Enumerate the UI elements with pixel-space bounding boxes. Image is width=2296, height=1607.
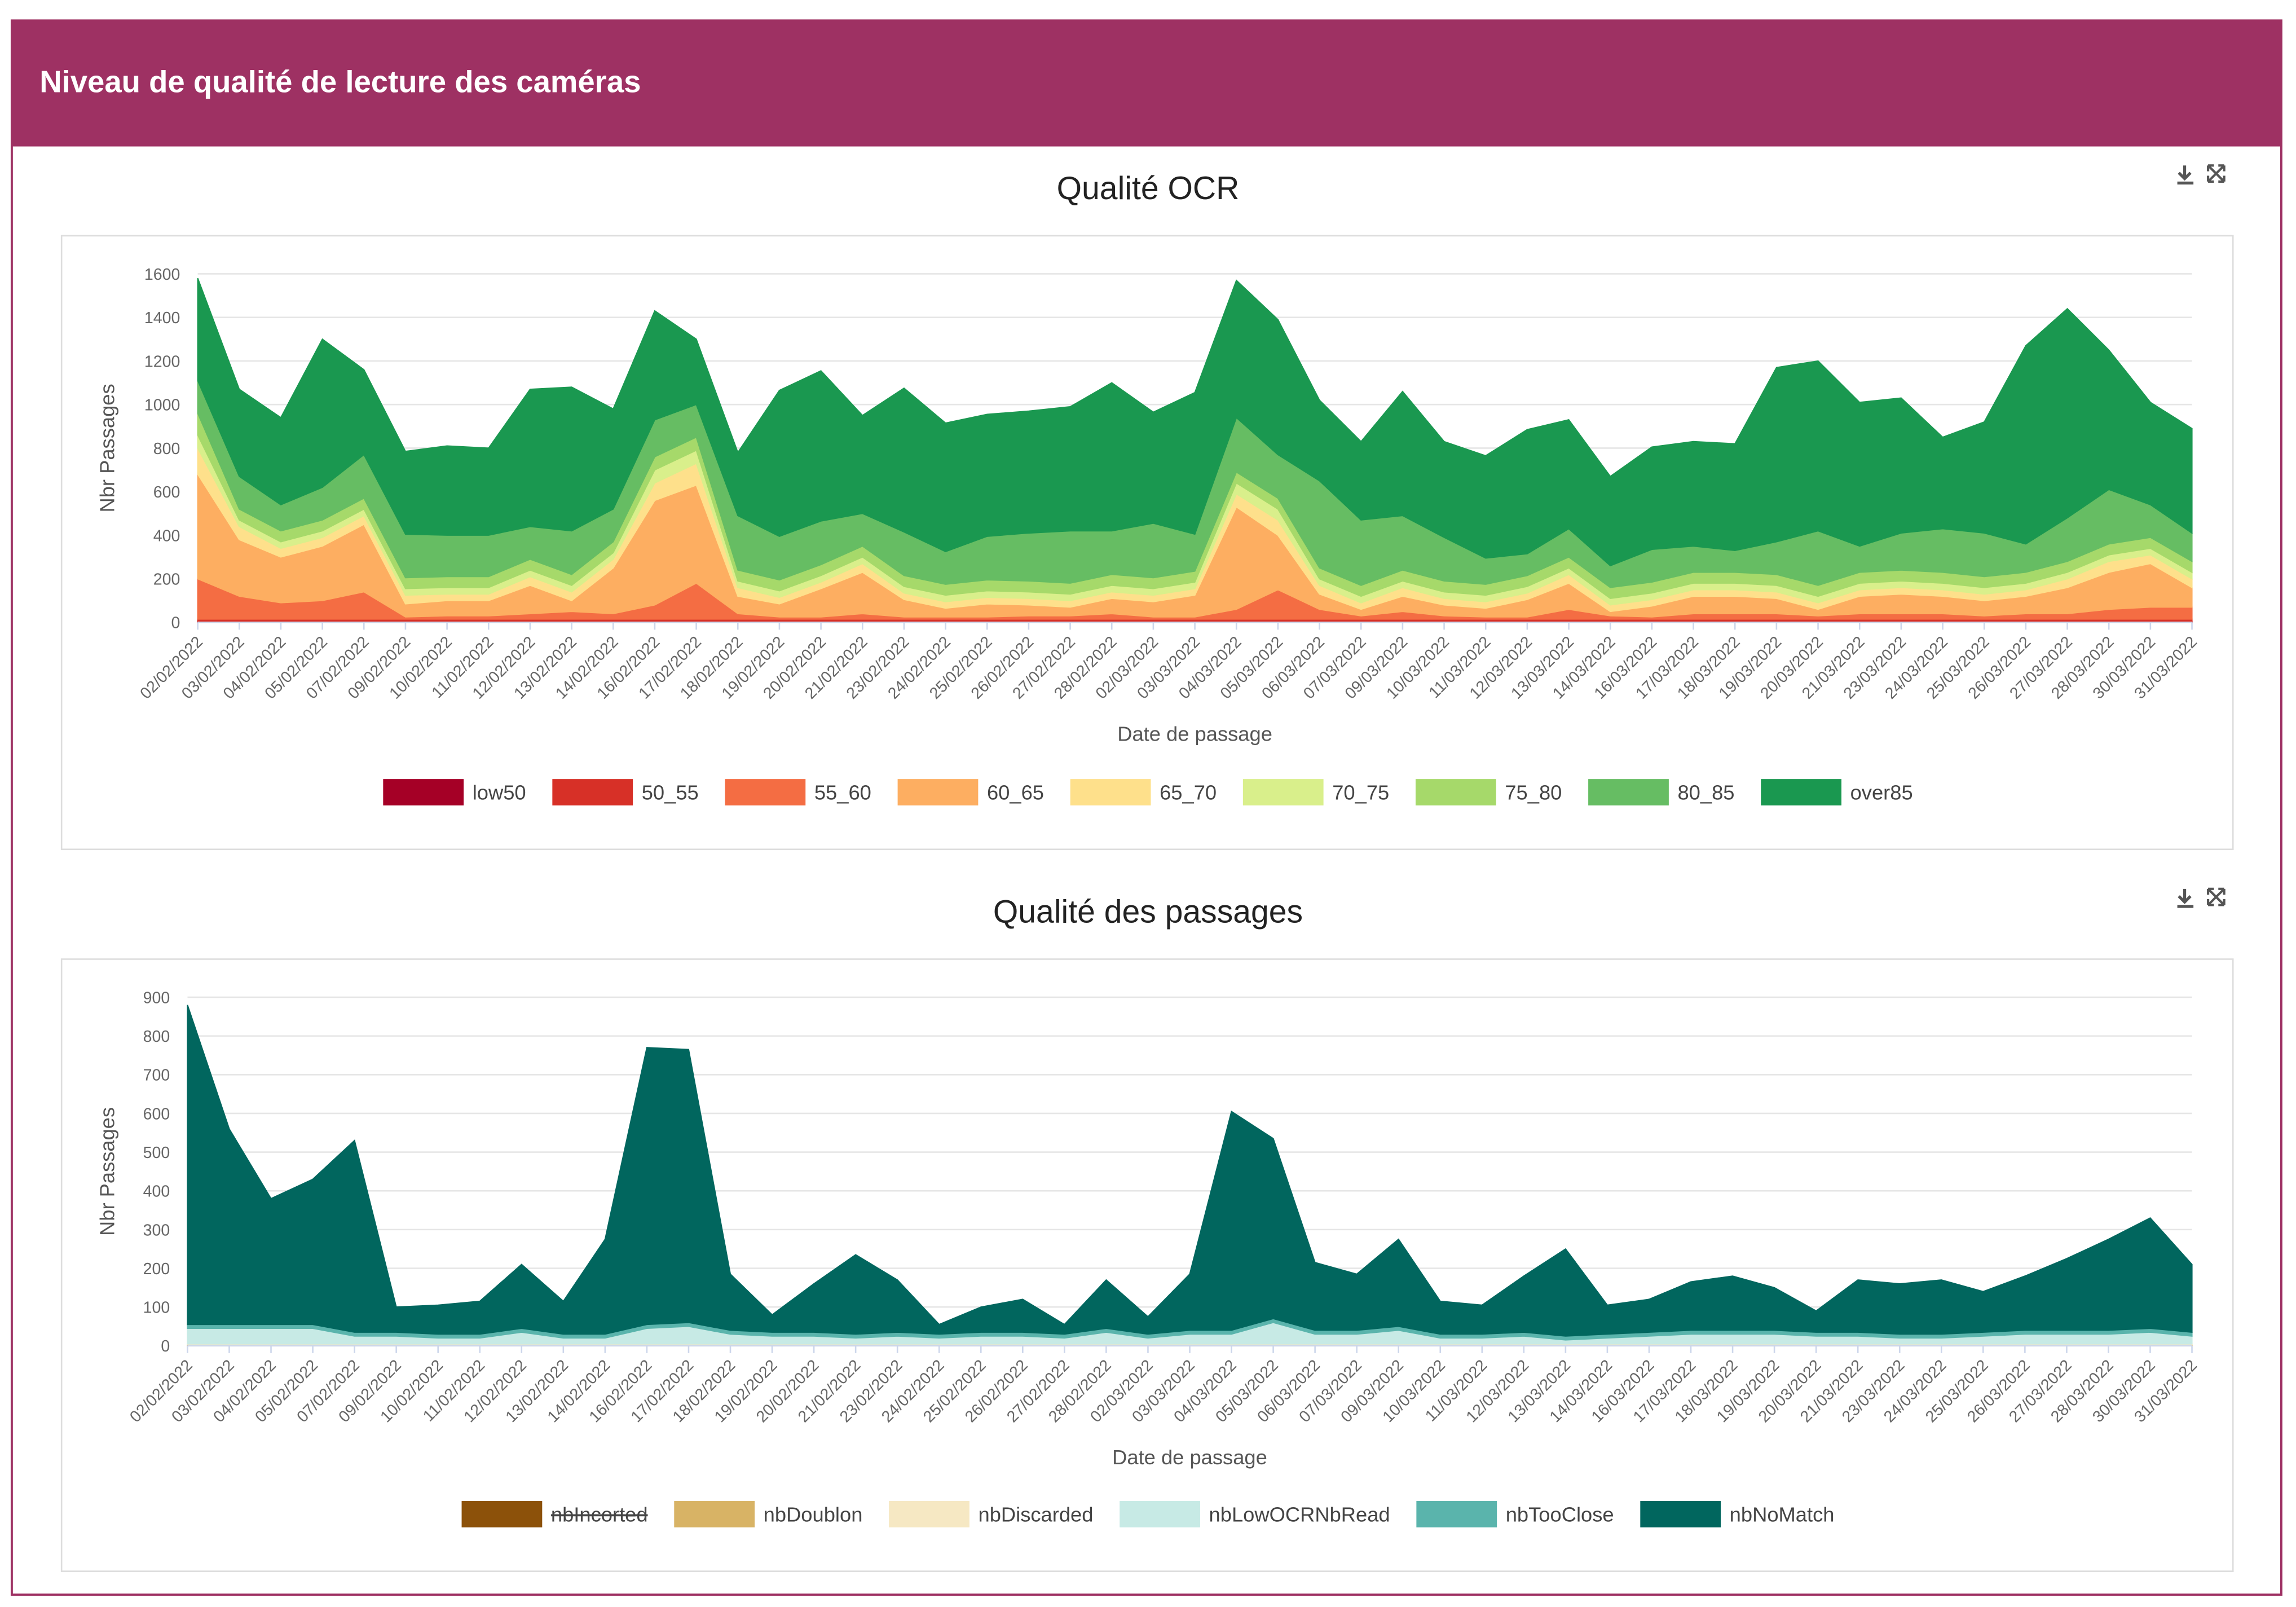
y-tick-label: 1000	[144, 397, 180, 415]
y-tick-label: 400	[153, 527, 180, 545]
legend-swatch	[552, 779, 633, 805]
legend-swatch	[1761, 779, 1842, 805]
download-icon[interactable]	[2177, 888, 2194, 908]
legend-item[interactable]: nbTooClose	[1416, 1501, 1614, 1527]
legend-swatch	[897, 779, 979, 805]
legend-swatch	[1242, 779, 1324, 805]
y-tick-label: 600	[153, 483, 180, 501]
fullscreen-icon[interactable]	[2207, 164, 2226, 183]
legend-item[interactable]: nbDoublon	[674, 1501, 862, 1527]
legend-item[interactable]: 55_60	[725, 779, 871, 805]
legend-label: nbLowOCRNbRead	[1209, 1503, 1390, 1526]
legend-label: 60_65	[987, 781, 1044, 804]
legend-label: low50	[473, 781, 526, 804]
legend-item[interactable]: 60_65	[897, 779, 1044, 805]
download-icon[interactable]	[2177, 165, 2194, 185]
y-tick-label: 200	[143, 1260, 170, 1278]
chart-title: Qualité OCR	[1057, 170, 1240, 206]
legend-label: nbDoublon	[764, 1503, 863, 1526]
legend-label: nbIncorted	[551, 1503, 648, 1526]
y-tick-label: 100	[143, 1299, 170, 1317]
legend-item[interactable]: nbDiscarded	[889, 1501, 1093, 1527]
x-axis-title: Date de passage	[1112, 1446, 1267, 1469]
legend-swatch	[1416, 1501, 1497, 1527]
y-tick-label: 800	[143, 1028, 170, 1046]
y-axis-title: Nbr Passages	[96, 384, 119, 512]
y-axis-title: Nbr Passages	[96, 1107, 119, 1236]
fullscreen-icon[interactable]	[2207, 887, 2226, 906]
legend-swatch	[725, 779, 806, 805]
panel-header	[11, 20, 2281, 147]
legend-swatch	[674, 1501, 755, 1527]
y-tick-label: 1200	[144, 353, 180, 371]
legend-item[interactable]: nbNoMatch	[1640, 1501, 1834, 1527]
legend-label: nbDiscarded	[978, 1503, 1093, 1526]
legend-label: 55_60	[814, 781, 871, 804]
legend-label: 80_85	[1677, 781, 1734, 804]
x-axis-title: Date de passage	[1117, 723, 1272, 746]
chart-title: Qualité des passages	[993, 894, 1303, 930]
y-tick-label: 500	[143, 1144, 170, 1162]
legend-label: 70_75	[1332, 781, 1389, 804]
legend-swatch	[889, 1501, 969, 1527]
legend-swatch	[461, 1501, 543, 1527]
legend-swatch	[383, 779, 464, 805]
area	[187, 1005, 2193, 1337]
chart-card	[60, 958, 2234, 1572]
legend-item[interactable]: low50	[383, 779, 526, 805]
y-tick-label: 0	[161, 1337, 170, 1355]
legend-swatch	[1070, 779, 1151, 805]
y-tick-label: 700	[143, 1067, 170, 1085]
legend-item[interactable]: over85	[1761, 779, 1913, 805]
legend-label: 75_80	[1505, 781, 1562, 804]
legend-label: 50_55	[642, 781, 699, 804]
y-tick-label: 1600	[144, 266, 180, 284]
panel-title: Niveau de qualité de lecture des caméras	[39, 65, 641, 99]
legend-item[interactable]: 50_55	[552, 779, 699, 805]
legend-label: nbTooClose	[1506, 1503, 1614, 1526]
legend-label: 65_70	[1160, 781, 1217, 804]
y-tick-label: 0	[171, 614, 180, 632]
legend-item[interactable]: nbIncorted	[461, 1501, 648, 1527]
y-tick-label: 800	[153, 440, 180, 458]
y-tick-label: 900	[143, 989, 170, 1007]
legend-item[interactable]: nbLowOCRNbRead	[1120, 1501, 1390, 1527]
legend-label: nbNoMatch	[1730, 1503, 1835, 1526]
legend-swatch	[1640, 1501, 1721, 1527]
legend-item[interactable]: 70_75	[1242, 779, 1389, 805]
legend-swatch	[1588, 779, 1669, 805]
y-tick-label: 600	[143, 1105, 170, 1123]
legend-swatch	[1415, 779, 1496, 805]
legend-label: over85	[1850, 781, 1913, 804]
y-tick-label: 1400	[144, 309, 180, 327]
legend-swatch	[1120, 1501, 1200, 1527]
area	[197, 278, 2193, 567]
y-tick-label: 400	[143, 1183, 170, 1201]
legend-item[interactable]: 65_70	[1070, 779, 1217, 805]
legend-item[interactable]: 75_80	[1415, 779, 1562, 805]
legend-item[interactable]: 80_85	[1588, 779, 1734, 805]
y-tick-label: 200	[153, 571, 180, 589]
y-tick-label: 300	[143, 1221, 170, 1239]
